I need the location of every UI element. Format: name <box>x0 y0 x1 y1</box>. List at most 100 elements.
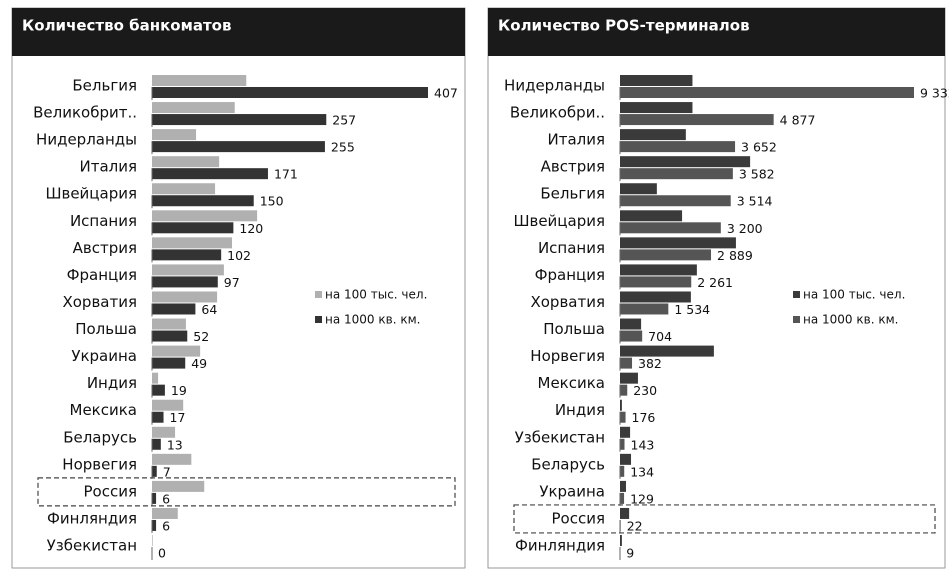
legend-swatch <box>315 316 322 323</box>
category-label: Мексика <box>70 401 137 419</box>
bar <box>620 129 686 141</box>
value-label: 6 <box>162 491 170 506</box>
bar <box>620 291 691 303</box>
bar <box>620 222 721 234</box>
bar <box>620 357 633 369</box>
value-label: 230 <box>633 383 657 398</box>
bar <box>620 535 622 547</box>
category-label: Индия <box>87 374 137 392</box>
bar <box>620 249 712 261</box>
category-label: Нидерланды <box>36 131 137 149</box>
bar <box>152 411 164 423</box>
bar <box>620 426 631 438</box>
bar <box>620 276 692 288</box>
bar <box>152 453 192 465</box>
legend-swatch <box>793 291 800 298</box>
category-label: Великобри.. <box>510 104 605 122</box>
category-label: Швейцария <box>45 185 137 203</box>
bar <box>620 411 626 423</box>
bar <box>620 318 642 330</box>
bar <box>620 87 914 98</box>
bar <box>620 372 638 384</box>
value-label: 97 <box>224 275 240 290</box>
value-label: 19 <box>171 383 187 398</box>
category-label: Мексика <box>538 374 605 392</box>
value-label: 407 <box>434 86 458 101</box>
bar <box>620 330 643 342</box>
bar <box>620 303 669 315</box>
value-label: 382 <box>638 356 662 371</box>
category-label: Узбекистан <box>47 537 137 555</box>
category-label: Франция <box>535 266 605 284</box>
bar <box>620 195 731 207</box>
bar <box>152 75 247 86</box>
legend-label: на 1000 кв. км. <box>803 313 898 327</box>
value-label: 22 <box>627 518 643 533</box>
bar <box>620 438 625 450</box>
bar <box>620 114 774 126</box>
value-label: 7 <box>163 464 171 479</box>
panel-title: Количество банкоматов <box>22 17 231 35</box>
category-label: Хорватия <box>530 293 605 311</box>
bar <box>620 237 736 249</box>
category-label: Украина <box>71 347 137 365</box>
bar <box>152 507 178 519</box>
bar <box>620 507 630 519</box>
bar <box>152 357 186 369</box>
value-label: 17 <box>170 410 186 425</box>
value-label: 150 <box>260 194 284 209</box>
value-label: 3 200 <box>727 221 763 236</box>
highlight-box <box>37 477 456 507</box>
category-label: Франция <box>67 266 137 284</box>
category-label: Великобрит.. <box>33 104 137 122</box>
category-label: Нидерланды <box>504 77 605 95</box>
value-label: 120 <box>239 221 263 236</box>
legend-swatch <box>793 316 800 323</box>
value-label: 3 582 <box>739 167 775 182</box>
bar <box>152 87 428 98</box>
bar <box>620 465 625 477</box>
panel <box>487 7 946 569</box>
category-label: Беларусь <box>531 455 605 473</box>
legend-swatch <box>315 291 322 298</box>
bar <box>152 345 201 357</box>
bar <box>152 384 165 396</box>
value-label: 6 <box>162 518 170 533</box>
value-label: 13 <box>167 437 183 452</box>
category-label: Италия <box>547 131 605 149</box>
bar <box>152 372 159 384</box>
bar <box>152 195 254 207</box>
value-label: 102 <box>227 248 251 263</box>
bar <box>152 114 327 126</box>
bar <box>152 303 196 315</box>
bar <box>620 480 626 492</box>
panel-header <box>488 8 945 56</box>
value-label: 704 <box>648 329 672 344</box>
panel-header <box>12 8 465 56</box>
category-label: Австрия <box>541 158 605 176</box>
bar <box>152 519 157 531</box>
category-label: Узбекистан <box>515 428 605 446</box>
value-label: 0 <box>158 546 166 561</box>
bar <box>620 75 693 86</box>
bar <box>152 291 218 303</box>
value-label: 255 <box>331 140 355 155</box>
bar <box>620 141 736 153</box>
bar <box>152 249 222 261</box>
bar <box>620 384 628 396</box>
bar <box>620 156 751 168</box>
bar <box>620 168 733 180</box>
legend-label: на 100 тыс. чел. <box>325 288 427 302</box>
highlight-box <box>513 504 936 534</box>
value-label: 9 <box>626 546 634 561</box>
bar <box>152 183 216 195</box>
bar <box>152 222 234 234</box>
value-label: 9 332 <box>920 86 949 101</box>
bar <box>152 264 224 276</box>
value-label: 257 <box>332 113 356 128</box>
bar <box>152 465 157 477</box>
bar <box>620 453 632 465</box>
value-label: 176 <box>632 410 656 425</box>
value-label: 171 <box>274 167 298 182</box>
